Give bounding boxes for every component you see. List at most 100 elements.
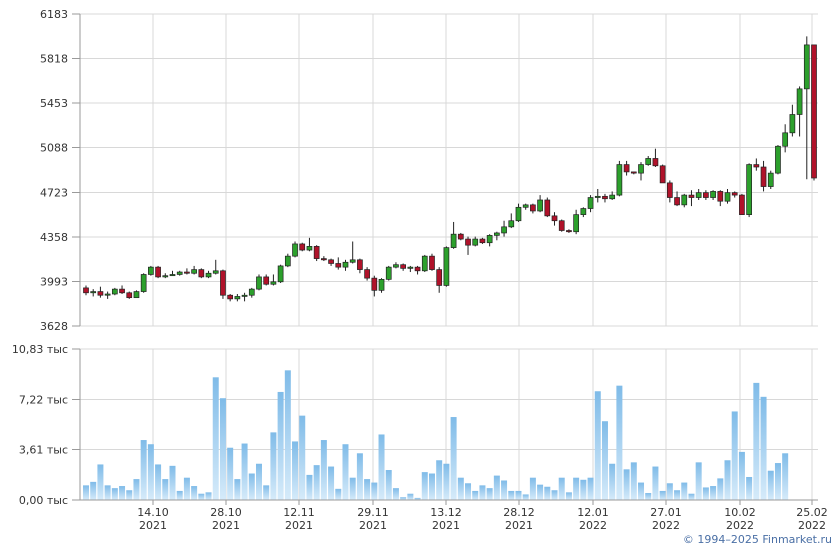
volume-bar [465,483,472,500]
candle-body [789,114,796,134]
volume-bar [746,476,753,500]
candle-body [414,266,421,272]
candle-body [530,204,536,212]
candle-body [328,259,334,264]
volume-bar [219,398,226,500]
candle-body [378,279,385,291]
candle-body [436,269,443,286]
candle-body [782,132,789,147]
x-tick-label-date: 12.01 [577,506,609,519]
candle-body [515,206,522,222]
candle-body [573,214,579,233]
volume-bar [284,370,291,500]
candle-body [796,88,803,115]
candle-body [695,192,702,198]
candle-body [421,255,428,272]
candle-body [97,291,104,296]
candle-body [205,272,212,278]
volume-bar [630,462,637,500]
volume-bar [767,470,774,500]
price-tick-label: 3628 [40,320,68,333]
volume-bar [385,470,392,500]
volume-bar [573,477,580,500]
volume-bar [414,497,421,500]
candle-body [508,220,515,228]
candle-body [638,164,644,174]
candle-body [551,215,558,222]
candle-body [630,171,637,174]
x-tick-label-date: 14.10 [137,506,169,519]
volume-bar [292,441,299,500]
volume-bar [601,421,608,500]
candle-body [104,293,111,296]
x-tick-label-year: 2022 [652,519,680,532]
volume-bar [400,497,407,500]
candle-body [710,191,716,198]
candle-body [111,288,118,295]
volume-bar [335,488,342,500]
volume-bar [551,490,558,500]
candle-body [292,243,298,257]
candle-body [83,287,89,294]
candle-body [148,266,154,275]
volume-bar [522,494,529,500]
x-tick-label-date: 28.10 [210,506,242,519]
volume-bar [342,444,349,500]
candle-body [119,288,125,294]
volume-bar [191,486,198,500]
volume-bar [90,481,97,500]
candle-body [385,266,392,280]
volume-bar [702,487,709,500]
volume-bar [328,466,335,500]
volume-bar [645,493,652,500]
volume-bar [529,477,536,500]
candle-body [580,208,587,215]
volume-bar [493,475,500,500]
candle-body [407,266,414,269]
candle-body [803,44,810,90]
candle-body [335,263,342,268]
candle-body [494,232,500,236]
volume-bar [155,464,162,500]
candle-body [703,192,709,198]
candle-body [544,199,551,217]
volume-bar [515,490,522,500]
volume-tick-label: 10,83 тыс [12,343,68,356]
candle-body [587,197,594,209]
candle-body [342,261,349,268]
volume-bar [97,464,104,500]
volume-bar [537,484,544,500]
candle-body [717,191,724,202]
volume-bar [248,473,255,500]
x-tick-label-year: 2021 [212,519,240,532]
candle-body [90,291,97,294]
candle-body [364,269,370,279]
volume-bar [652,466,659,500]
volume-bar [320,440,327,500]
candle-body [616,164,623,196]
volume-bar [270,432,277,500]
volume-bar [738,451,745,500]
candle-body [169,274,176,277]
volume-bar [198,493,205,500]
candle-body [191,269,197,274]
volume-bar [421,472,428,500]
candle-body [184,271,190,274]
candle-body [522,204,529,208]
volume-bar [306,474,313,500]
x-tick-label-year: 2022 [798,519,826,532]
candle-body [681,194,688,206]
x-tick-label-date: 27.01 [650,506,682,519]
candle-body [155,266,161,278]
volume-bar [565,492,572,500]
candle-body [674,197,680,206]
volume-bar [457,477,464,500]
candle-body [227,294,234,300]
candle-body [400,264,406,269]
price-tick-label: 3993 [40,275,68,288]
candle-body [659,165,666,184]
x-tick-label-date: 28.12 [503,506,535,519]
candle-body [270,281,277,285]
candle-body [501,226,507,234]
